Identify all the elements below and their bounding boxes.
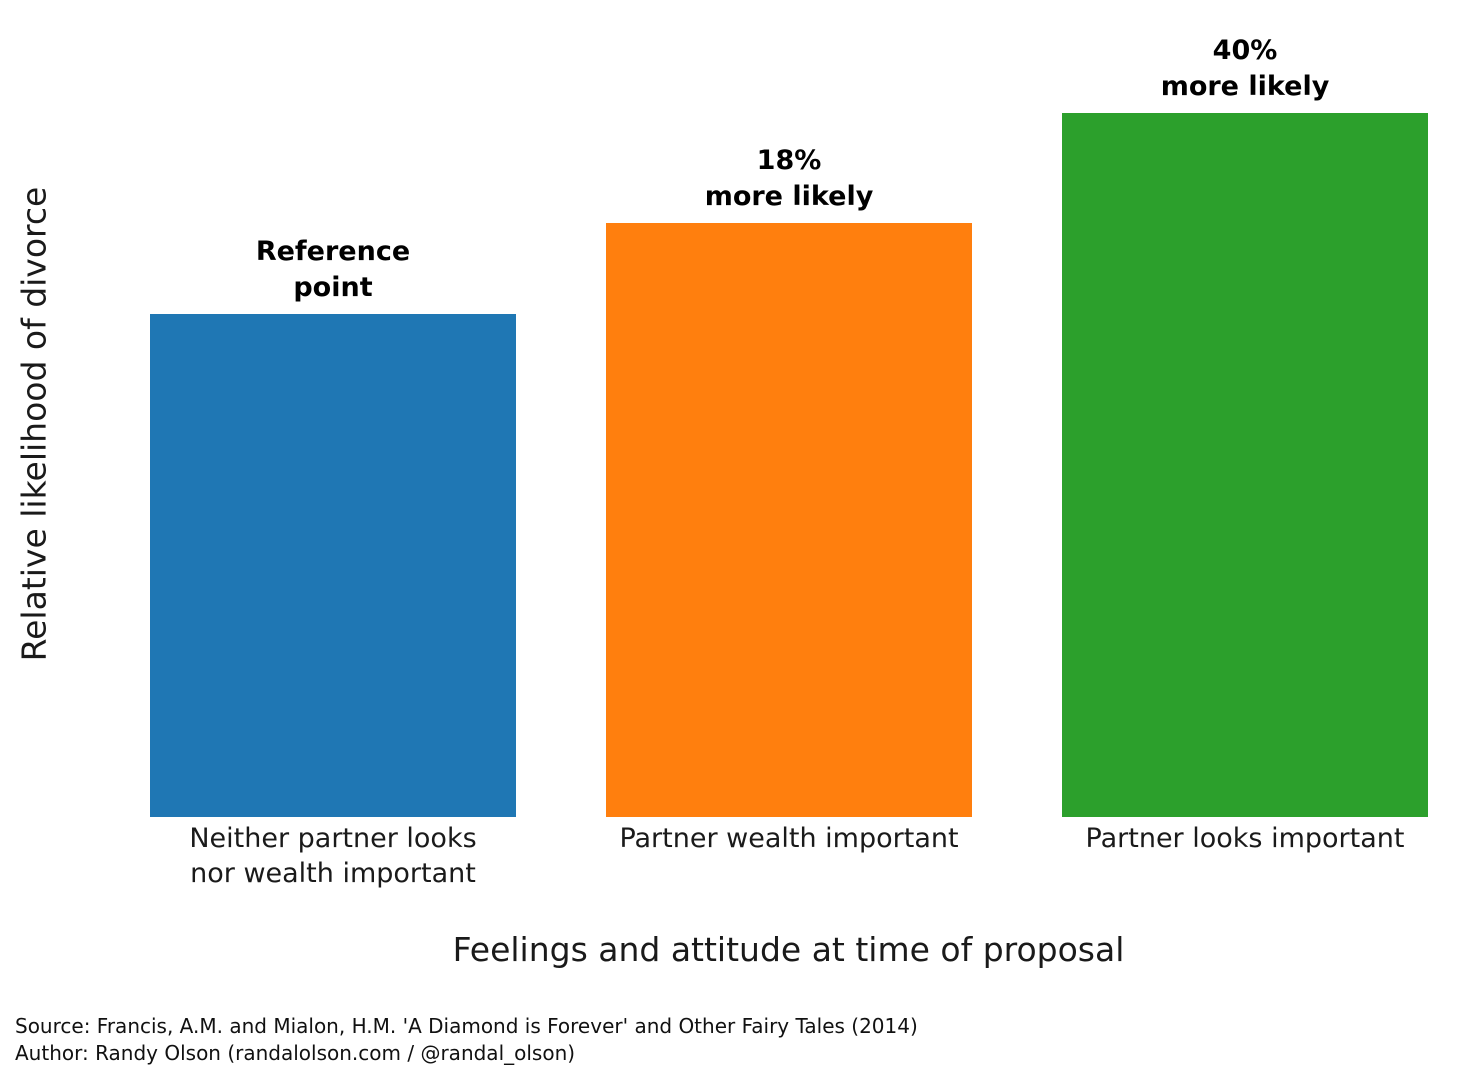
x-axis-label: Feelings and attitude at time of proposa…: [452, 930, 1125, 969]
bar-group-reference: Reference point: [150, 0, 516, 817]
bar-group-wealth: 18% more likely: [606, 0, 972, 817]
chart-footer: Source: Francis, A.M. and Mialon, H.M. '…: [15, 1013, 918, 1067]
bar-group-looks: 40% more likely: [1062, 0, 1428, 817]
bar-annotation-reference: Reference point: [255, 236, 411, 303]
bar-rect-0: [150, 314, 516, 817]
bar-rect-2: [1062, 113, 1428, 817]
x-tick-label-wealth: Partner wealth important: [619, 823, 959, 854]
bar-annotation-wealth: 18% more likely: [704, 145, 874, 212]
bar-annotation-looks: 40% more likely: [1160, 35, 1330, 102]
x-tick-label-looks: Partner looks important: [1085, 823, 1405, 854]
author-line: Author: Randy Olson (randalolson.com / @…: [15, 1041, 576, 1065]
bar-rect-1: [606, 223, 972, 817]
x-tick-label-neither: Neither partner looks nor wealth importa…: [189, 823, 477, 889]
y-axis-label: Relative likelihood of divorce: [14, 186, 54, 662]
source-line: Source: Francis, A.M. and Mialon, H.M. '…: [15, 1014, 918, 1038]
